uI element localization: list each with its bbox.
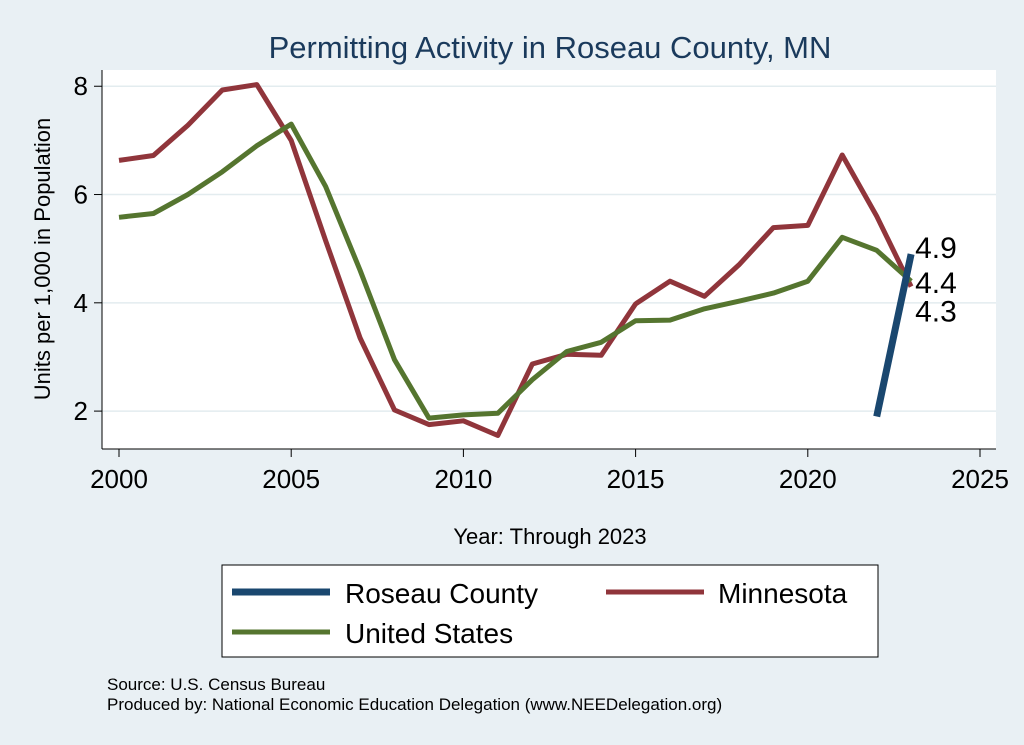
end-label: 4.4 (915, 267, 957, 300)
y-tick-label: 6 (74, 180, 88, 210)
legend-label-united-states: United States (345, 618, 513, 649)
source-note: Source: U.S. Census Bureau (107, 675, 325, 694)
x-tick-label: 2025 (951, 464, 1009, 494)
series-line-roseau-county (873, 253, 915, 418)
series-line-united-states (118, 121, 913, 421)
y-tick-label: 2 (74, 396, 88, 426)
x-tick-label: 2005 (262, 464, 320, 494)
legend-label-roseau-county: Roseau County (345, 578, 538, 609)
legend: Roseau County Minnesota United States (221, 564, 879, 658)
producer-note: Produced by: National Economic Education… (107, 695, 722, 714)
x-tick-label: 2010 (434, 464, 492, 494)
x-tick-label: 2000 (90, 464, 148, 494)
axes: 2 4 6 8 2000 2005 2010 2015 2020 2025 (74, 70, 1009, 494)
x-tick-label: 2015 (607, 464, 665, 494)
x-tick-label: 2020 (779, 464, 837, 494)
x-axis-title: Year: Through 2023 (453, 524, 646, 549)
y-tick-label: 4 (74, 288, 88, 318)
y-axis-title: Units per 1,000 in Population (30, 118, 55, 401)
end-label: 4.3 (915, 296, 957, 329)
end-labels: 4.9 4.34.4 (915, 232, 957, 328)
y-tick-label: 8 (74, 71, 88, 101)
end-label: 4.9 (915, 232, 957, 265)
series-lines (118, 82, 915, 438)
legend-label-minnesota: Minnesota (718, 578, 848, 609)
chart-title: Permitting Activity in Roseau County, MN (269, 30, 832, 65)
plot-area (102, 70, 996, 449)
legend-box (221, 564, 879, 658)
